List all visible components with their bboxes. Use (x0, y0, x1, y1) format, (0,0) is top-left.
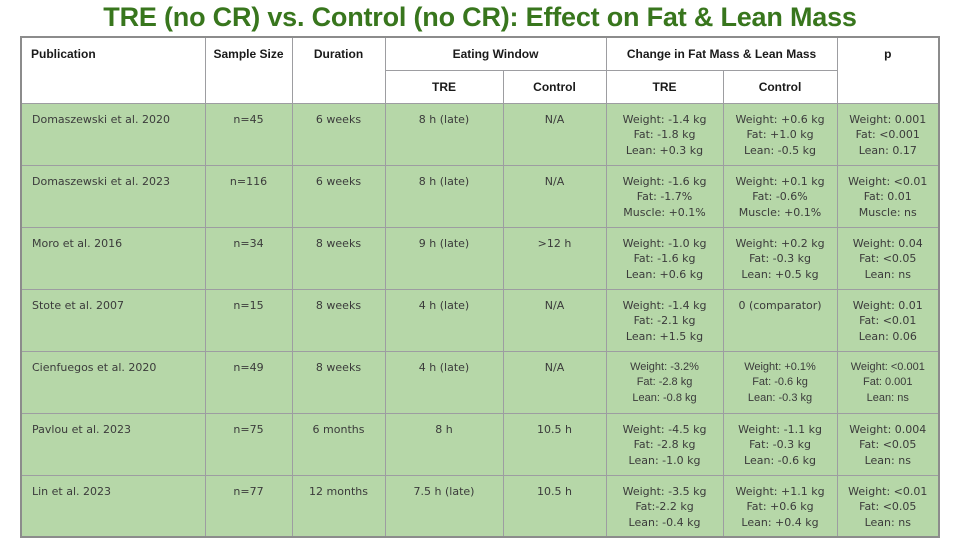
publication-cell: Lin et al. 2023 (20, 474, 206, 538)
subheader-change-control: Control (722, 69, 838, 104)
p-value-cell: Weight: <0.01 Fat: 0.01 Muscle: ns (836, 164, 940, 228)
publication-cell: Stote et al. 2007 (20, 288, 206, 352)
change-control-cell: Weight: +0.1% Fat: -0.6 kg Lean: -0.3 kg (722, 350, 838, 414)
eating-window-tre-cell: 8 h (384, 412, 504, 476)
col-header-sample-size: Sample Size (204, 36, 293, 104)
sample-size-cell: n=49 (204, 350, 293, 414)
col-header-duration: Duration (291, 36, 386, 104)
change-tre-cell: Weight: -1.6 kg Fat: -1.7% Muscle: +0.1% (605, 164, 724, 228)
p-value-cell: Weight: 0.01 Fat: <0.01 Lean: 0.06 (836, 288, 940, 352)
sample-size-cell: n=77 (204, 474, 293, 538)
change-control-cell: Weight: +0.1 kg Fat: -0.6% Muscle: +0.1% (722, 164, 838, 228)
change-control-cell: Weight: -1.1 kg Fat: -0.3 kg Lean: -0.6 … (722, 412, 838, 476)
eating-window-control-cell: N/A (502, 102, 607, 166)
table-row: Domaszewski et al. 2020 n=45 6 weeks 8 h… (20, 102, 940, 166)
publication-cell: Domaszewski et al. 2023 (20, 164, 206, 228)
eating-window-control-cell: N/A (502, 164, 607, 228)
eating-window-tre-cell: 8 h (late) (384, 164, 504, 228)
eating-window-tre-cell: 8 h (late) (384, 102, 504, 166)
publication-cell: Domaszewski et al. 2020 (20, 102, 206, 166)
table-row: Moro et al. 2016 n=34 8 weeks 9 h (late)… (20, 226, 940, 290)
eating-window-tre-cell: 9 h (late) (384, 226, 504, 290)
subheader-change-tre: TRE (605, 69, 724, 104)
eating-window-control-cell: 10.5 h (502, 474, 607, 538)
change-control-cell: Weight: +0.6 kg Fat: +1.0 kg Lean: -0.5 … (722, 102, 838, 166)
duration-cell: 6 months (291, 412, 386, 476)
publication-cell: Pavlou et al. 2023 (20, 412, 206, 476)
p-value-cell: Weight: <0.01 Fat: <0.05 Lean: ns (836, 474, 940, 538)
change-control-cell: 0 (comparator) (722, 288, 838, 352)
sample-size-cell: n=75 (204, 412, 293, 476)
subheader-eating-window-control: Control (502, 69, 607, 104)
duration-cell: 8 weeks (291, 226, 386, 290)
table-row: Domaszewski et al. 2023 n=116 6 weeks 8 … (20, 164, 940, 228)
col-header-change: Change in Fat Mass & Lean Mass (605, 36, 838, 71)
duration-cell: 12 months (291, 474, 386, 538)
duration-cell: 6 weeks (291, 164, 386, 228)
change-tre-cell: Weight: -1.4 kg Fat: -2.1 kg Lean: +1.5 … (605, 288, 724, 352)
duration-cell: 6 weeks (291, 102, 386, 166)
p-value-cell: Weight: 0.001 Fat: <0.001 Lean: 0.17 (836, 102, 940, 166)
sample-size-cell: n=116 (204, 164, 293, 228)
change-tre-cell: Weight: -4.5 kg Fat: -2.8 kg Lean: -1.0 … (605, 412, 724, 476)
p-value-cell: Weight: 0.04 Fat: <0.05 Lean: ns (836, 226, 940, 290)
eating-window-tre-cell: 4 h (late) (384, 350, 504, 414)
publication-cell: Moro et al. 2016 (20, 226, 206, 290)
duration-cell: 8 weeks (291, 288, 386, 352)
eating-window-control-cell: N/A (502, 350, 607, 414)
eating-window-tre-cell: 7.5 h (late) (384, 474, 504, 538)
publication-cell: Cienfuegos et al. 2020 (20, 350, 206, 414)
sample-size-cell: n=15 (204, 288, 293, 352)
change-tre-cell: Weight: -1.0 kg Fat: -1.6 kg Lean: +0.6 … (605, 226, 724, 290)
change-tre-cell: Weight: -1.4 kg Fat: -1.8 kg Lean: +0.3 … (605, 102, 724, 166)
col-header-p: p (836, 36, 940, 104)
col-header-publication: Publication (20, 36, 206, 104)
eating-window-control-cell: N/A (502, 288, 607, 352)
duration-cell: 8 weeks (291, 350, 386, 414)
sample-size-cell: n=45 (204, 102, 293, 166)
change-tre-cell: Weight: -3.5 kg Fat:-2.2 kg Lean: -0.4 k… (605, 474, 724, 538)
change-control-cell: Weight: +1.1 kg Fat: +0.6 kg Lean: +0.4 … (722, 474, 838, 538)
col-header-eating-window: Eating Window (384, 36, 607, 71)
change-tre-cell: Weight: -3.2% Fat: -2.8 kg Lean: -0.8 kg (605, 350, 724, 414)
eating-window-control-cell: 10.5 h (502, 412, 607, 476)
page-title: TRE (no CR) vs. Control (no CR): Effect … (103, 2, 857, 32)
p-value-cell: Weight: 0.004 Fat: <0.05 Lean: ns (836, 412, 940, 476)
change-control-cell: Weight: +0.2 kg Fat: -0.3 kg Lean: +0.5 … (722, 226, 838, 290)
table-row: Cienfuegos et al. 2020 n=49 8 weeks 4 h … (20, 350, 940, 414)
table-row: Pavlou et al. 2023 n=75 6 months 8 h 10.… (20, 412, 940, 476)
eating-window-control-cell: >12 h (502, 226, 607, 290)
subheader-eating-window-tre: TRE (384, 69, 504, 104)
p-value-cell: Weight: <0.001 Fat: 0.001 Lean: ns (836, 350, 940, 414)
table-row: Lin et al. 2023 n=77 12 months 7.5 h (la… (20, 474, 940, 538)
table-row: Stote et al. 2007 n=15 8 weeks 4 h (late… (20, 288, 940, 352)
studies-table: Publication Sample Size Duration Eating … (20, 36, 941, 538)
sample-size-cell: n=34 (204, 226, 293, 290)
eating-window-tre-cell: 4 h (late) (384, 288, 504, 352)
